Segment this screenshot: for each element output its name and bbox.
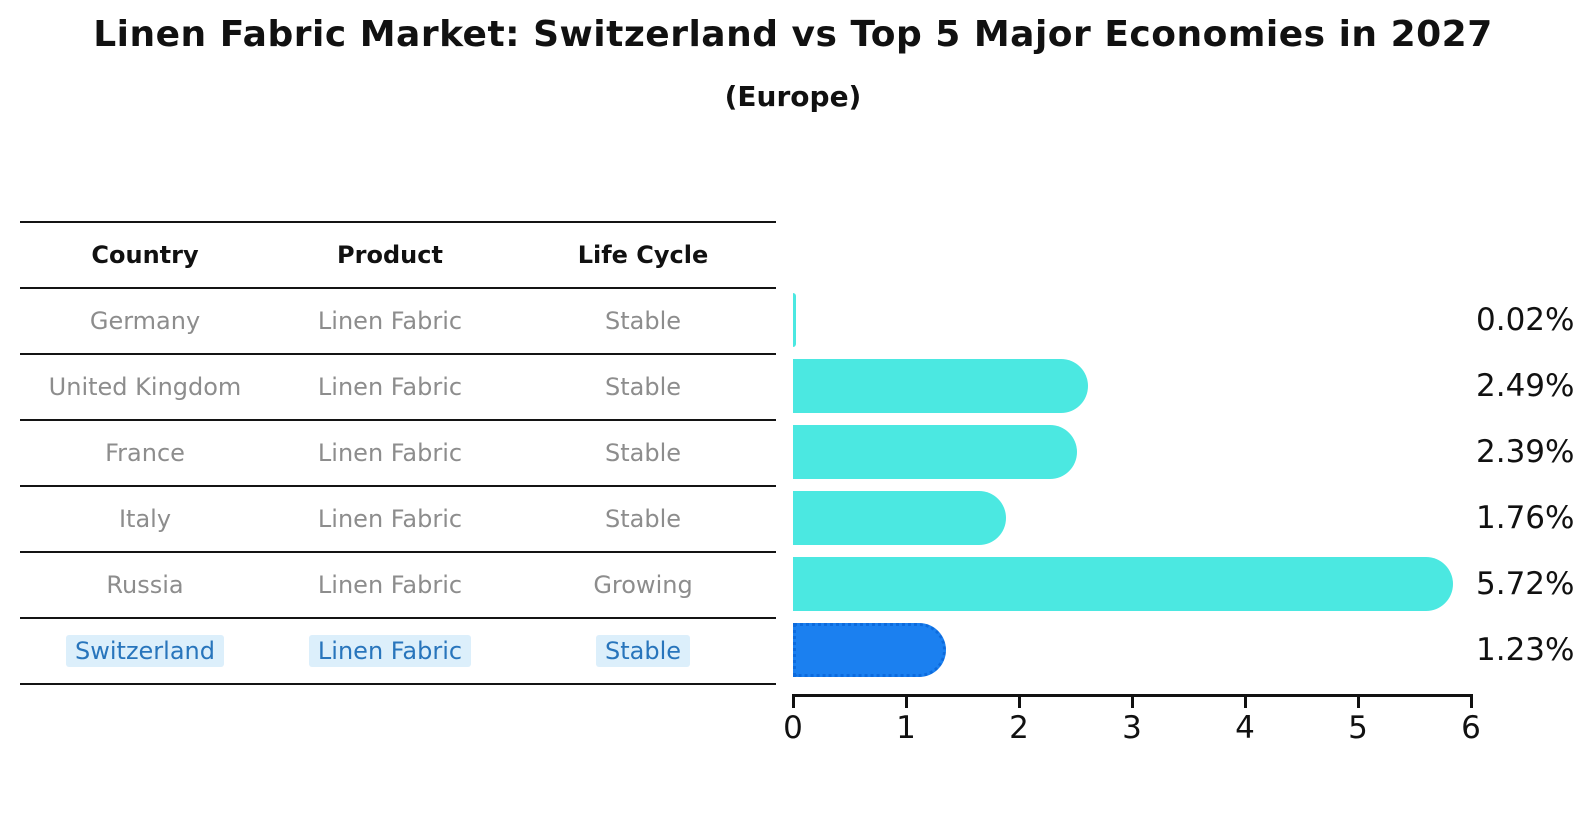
bar-value-label-united-kingdom: 2.49%	[1476, 368, 1575, 404]
x-axis-tick-1	[904, 697, 908, 708]
table-row-russia: Russia Linen Fabric Growing	[20, 553, 776, 619]
x-axis-line	[791, 694, 1473, 697]
life-cycle-cell: Growing	[593, 571, 693, 599]
table-header-product: Product	[337, 241, 443, 269]
x-axis-tick-3	[1130, 697, 1134, 708]
x-axis-tick-label-1: 1	[896, 710, 916, 746]
x-axis-tick-4	[1243, 697, 1247, 708]
country-info-table: Country Product Life Cycle Germany Linen Fa…	[20, 221, 776, 685]
bar-france	[793, 425, 1078, 479]
bar-switzerland	[793, 623, 946, 677]
bar-value-label-france: 2.39%	[1476, 434, 1575, 470]
life-cycle-cell: Stable	[604, 373, 682, 401]
x-axis-tick-6	[1469, 697, 1473, 708]
bar-germany	[793, 293, 796, 347]
x-axis-tick-label-6: 6	[1461, 710, 1481, 746]
bar-value-label-italy: 1.76%	[1476, 500, 1575, 536]
x-axis-tick-2	[1017, 697, 1021, 708]
x-axis-tick-0	[791, 697, 795, 708]
country-cell: Russia	[106, 571, 184, 599]
x-axis-tick-label-3: 3	[1122, 710, 1142, 746]
table-body: Germany Linen Fabric Stable United Kingdom L…	[20, 289, 776, 685]
country-cell: Italy	[118, 505, 172, 533]
table-row-germany: Germany Linen Fabric Stable	[20, 289, 776, 355]
life-cycle-cell: Stable	[604, 505, 682, 533]
product-cell: Linen Fabric	[317, 439, 463, 467]
chart-title: Linen Fabric Market: Switzerland vs Top …	[93, 14, 1493, 55]
life-cycle-cell-highlighted-text: Stable	[595, 635, 691, 667]
table-header-row: Country Product Life Cycle	[20, 223, 776, 289]
x-axis-tick-label-4: 4	[1235, 710, 1255, 746]
x-axis-tick-label-2: 2	[1009, 710, 1029, 746]
table-row-united-kingdom: United Kingdom Linen Fabric Stable	[20, 355, 776, 421]
bar-russia	[793, 557, 1454, 611]
table-row-switzerland: Switzerland Linen Fabric Stable	[20, 619, 776, 685]
country-cell: Switzerland	[20, 635, 270, 667]
product-cell: Linen Fabric	[317, 505, 463, 533]
bar-italy	[793, 491, 1006, 545]
x-axis-tick-5	[1356, 697, 1360, 708]
bar-value-label-russia: 5.72%	[1476, 566, 1575, 602]
country-cell: France	[105, 439, 185, 467]
product-cell-highlighted-text: Linen Fabric	[308, 635, 472, 667]
life-cycle-cell: Stable	[604, 307, 682, 335]
product-cell: Linen Fabric	[270, 635, 510, 667]
table-row-france: France Linen Fabric Stable	[20, 421, 776, 487]
chart-subtitle: (Europe)	[724, 80, 862, 113]
country-cell: Germany	[89, 307, 201, 335]
product-cell: Linen Fabric	[317, 571, 463, 599]
table-header-country: Country	[91, 241, 199, 269]
country-cell-highlighted-text: Switzerland	[66, 635, 224, 667]
product-cell: Linen Fabric	[317, 373, 463, 401]
product-cell: Linen Fabric	[317, 307, 463, 335]
bar-value-label-switzerland: 1.23%	[1476, 632, 1575, 668]
country-cell: United Kingdom	[48, 373, 242, 401]
bar-united-kingdom	[793, 359, 1089, 413]
x-axis-tick-label-0: 0	[783, 710, 803, 746]
x-axis-tick-label-5: 5	[1348, 710, 1368, 746]
table-header-life-cycle: Life Cycle	[577, 241, 709, 269]
bar-value-label-germany: 0.02%	[1476, 302, 1575, 338]
table-row-italy: Italy Linen Fabric Stable	[20, 487, 776, 553]
life-cycle-cell: Stable	[510, 635, 776, 667]
life-cycle-cell: Stable	[604, 439, 682, 467]
